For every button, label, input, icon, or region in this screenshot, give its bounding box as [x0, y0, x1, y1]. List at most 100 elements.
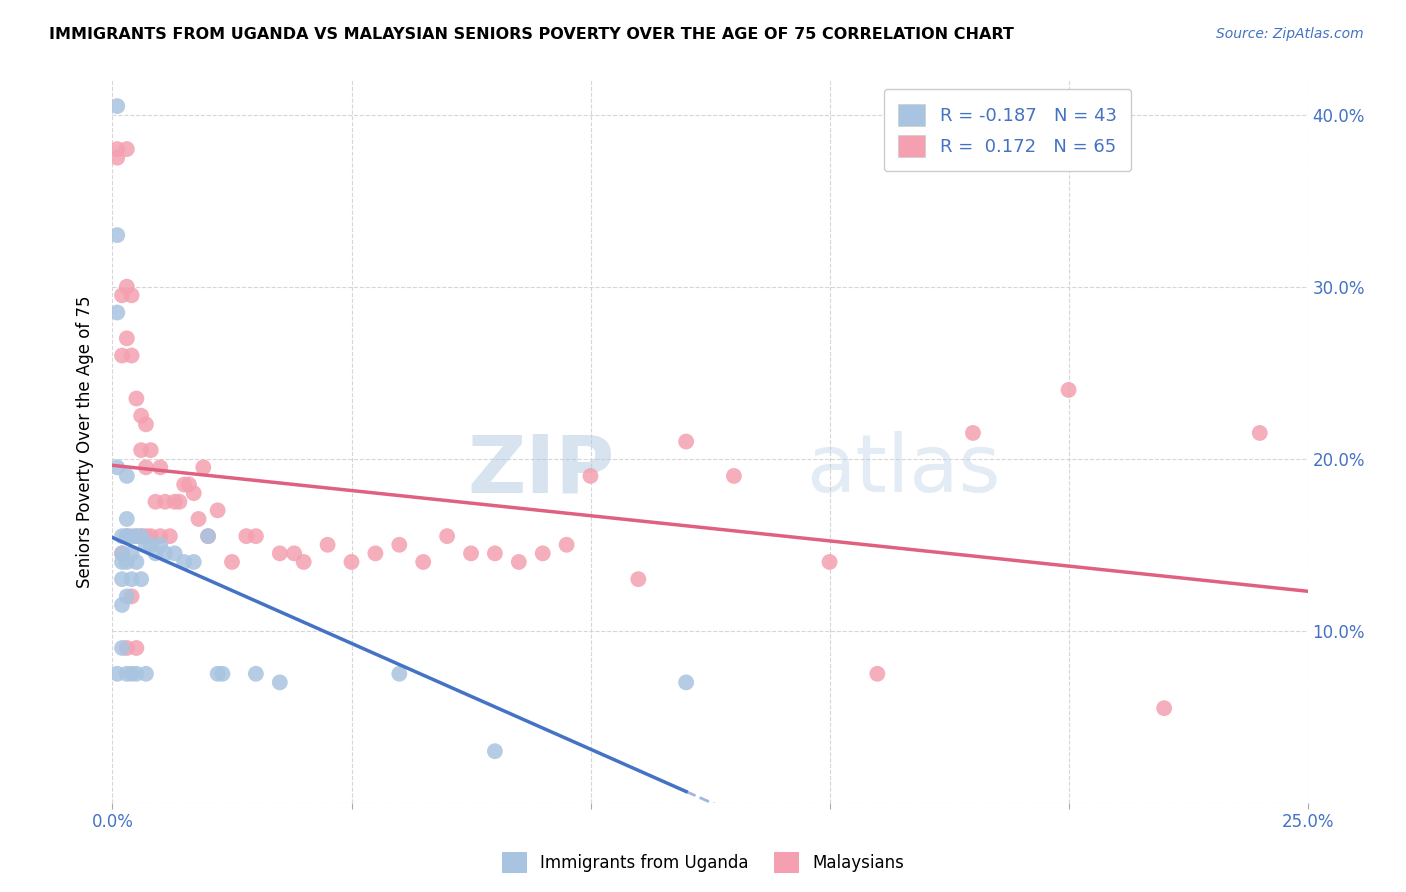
Point	[121, 546, 143, 560]
Point	[207, 666, 229, 681]
Point	[169, 494, 191, 508]
Point	[105, 460, 128, 475]
Point	[115, 529, 138, 543]
Point	[675, 434, 697, 449]
Legend: Immigrants from Uganda, Malaysians: Immigrants from Uganda, Malaysians	[495, 846, 911, 880]
Point	[269, 546, 291, 560]
Text: IMMIGRANTS FROM UGANDA VS MALAYSIAN SENIORS POVERTY OVER THE AGE OF 75 CORRELATI: IMMIGRANTS FROM UGANDA VS MALAYSIAN SENI…	[49, 27, 1014, 42]
Point	[723, 469, 745, 483]
Point	[111, 529, 134, 543]
Point	[412, 555, 434, 569]
Point	[177, 477, 200, 491]
Point	[125, 529, 148, 543]
Point	[197, 529, 219, 543]
Point	[1249, 425, 1271, 440]
Point	[183, 486, 205, 500]
Point	[111, 288, 134, 302]
Point	[153, 546, 176, 560]
Point	[115, 331, 138, 345]
Point	[866, 666, 889, 681]
Point	[235, 529, 257, 543]
Point	[105, 228, 128, 243]
Point	[105, 151, 128, 165]
Point	[245, 666, 267, 681]
Point	[818, 555, 841, 569]
Point	[221, 555, 243, 569]
Point	[129, 529, 152, 543]
Point	[555, 538, 578, 552]
Point	[197, 529, 219, 543]
Point	[340, 555, 363, 569]
Point	[125, 392, 148, 406]
Point	[173, 477, 195, 491]
Point	[111, 572, 134, 586]
Point	[121, 590, 143, 604]
Point	[149, 460, 172, 475]
Point	[153, 494, 176, 508]
Point	[531, 546, 554, 560]
Point	[135, 538, 157, 552]
Point	[111, 555, 134, 569]
Point	[207, 503, 229, 517]
Point	[135, 529, 157, 543]
Point	[1153, 701, 1175, 715]
Point	[111, 546, 134, 560]
Point	[675, 675, 697, 690]
Point	[129, 409, 152, 423]
Text: Source: ZipAtlas.com: Source: ZipAtlas.com	[1216, 27, 1364, 41]
Point	[129, 443, 152, 458]
Point	[105, 666, 128, 681]
Point	[145, 546, 167, 560]
Point	[245, 529, 267, 543]
Point	[121, 666, 143, 681]
Point	[269, 675, 291, 690]
Point	[149, 529, 172, 543]
Point	[129, 572, 152, 586]
Legend: R = -0.187   N = 43, R =  0.172   N = 65: R = -0.187 N = 43, R = 0.172 N = 65	[884, 89, 1132, 171]
Point	[105, 305, 128, 319]
Point	[129, 529, 152, 543]
Point	[111, 640, 134, 655]
Point	[105, 142, 128, 156]
Point	[211, 666, 233, 681]
Point	[115, 590, 138, 604]
Point	[139, 538, 162, 552]
Y-axis label: Seniors Poverty Over the Age of 75: Seniors Poverty Over the Age of 75	[76, 295, 94, 588]
Point	[484, 546, 506, 560]
Point	[159, 529, 181, 543]
Point	[460, 546, 482, 560]
Point	[364, 546, 387, 560]
Point	[436, 529, 458, 543]
Point	[105, 99, 128, 113]
Point	[1057, 383, 1080, 397]
Point	[388, 666, 411, 681]
Text: atlas: atlas	[806, 432, 1000, 509]
Point	[115, 469, 138, 483]
Point	[388, 538, 411, 552]
Point	[139, 443, 162, 458]
Point	[121, 572, 143, 586]
Point	[292, 555, 315, 569]
Text: ZIP: ZIP	[467, 432, 614, 509]
Point	[149, 538, 172, 552]
Point	[135, 460, 157, 475]
Point	[283, 546, 305, 560]
Point	[508, 555, 530, 569]
Point	[163, 546, 186, 560]
Point	[125, 640, 148, 655]
Point	[962, 425, 984, 440]
Point	[115, 142, 138, 156]
Point	[121, 288, 143, 302]
Point	[316, 538, 339, 552]
Point	[187, 512, 209, 526]
Point	[139, 529, 162, 543]
Point	[111, 546, 134, 560]
Point	[115, 279, 138, 293]
Point	[183, 555, 205, 569]
Point	[125, 555, 148, 569]
Point	[163, 494, 186, 508]
Point	[173, 555, 195, 569]
Point	[111, 598, 134, 612]
Point	[111, 349, 134, 363]
Point	[135, 417, 157, 432]
